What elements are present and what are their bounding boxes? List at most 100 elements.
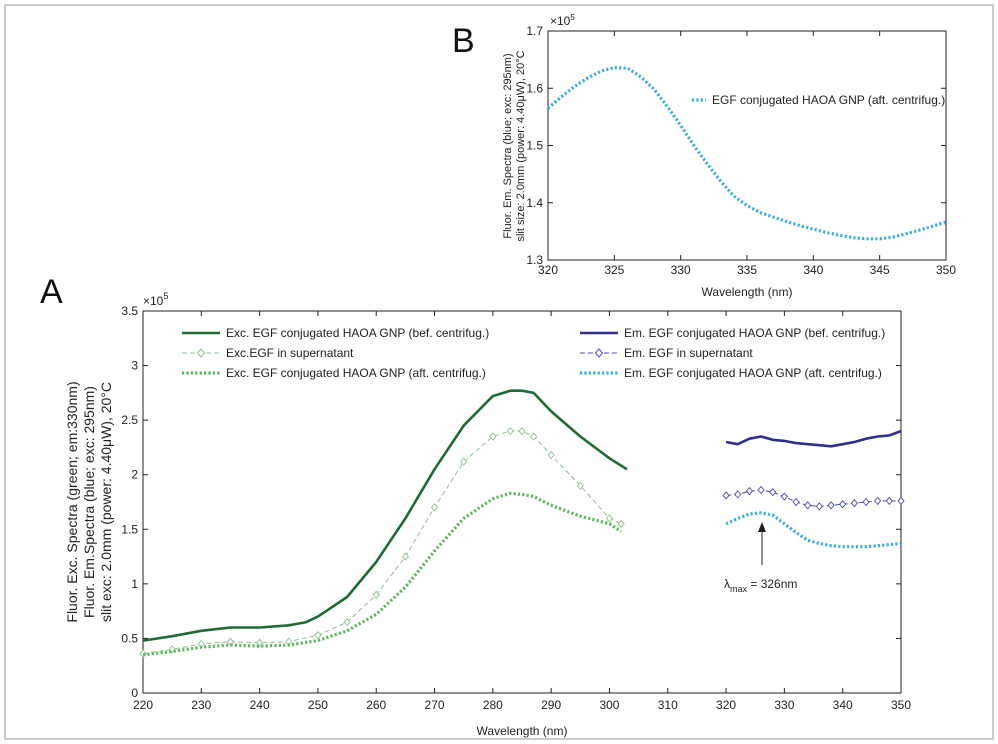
- y-tick-label: 1: [131, 577, 138, 591]
- data-point-marker: [850, 498, 858, 508]
- data-point-marker: [827, 501, 835, 510]
- panel-a-y-label-line-3: slit exc: 2.0mm (power: 4.40μW), 20°C: [98, 382, 114, 622]
- panel-a-series: [139, 389, 905, 658]
- x-tick-label: 330: [774, 698, 794, 712]
- x-tick-label: 250: [308, 698, 328, 712]
- y-tick-label: 3.5: [121, 304, 138, 318]
- panel-a-y-multiplier: ×105: [143, 291, 168, 308]
- legend-label: Em. EGF conjugated HAOA GNP (bef. centri…: [624, 326, 885, 340]
- x-tick-label: 240: [250, 698, 270, 712]
- data-point-marker: [862, 497, 870, 507]
- data-point-marker: [757, 485, 765, 495]
- panel-b-y-label-line-2: slit size: 2.0mm (power: 4.40μW), 20°C: [515, 50, 527, 241]
- data-point-marker: [885, 496, 893, 506]
- x-tick-label: 310: [658, 698, 678, 712]
- panel-b-y-multiplier: ×105: [550, 13, 575, 28]
- x-tick-label: 320: [538, 263, 558, 277]
- legend-label: EGF conjugated HAOA GNP (aft. centrifug.…: [712, 93, 945, 107]
- lambda-max-label: λmax = 326nm: [724, 577, 797, 594]
- panel-a-y-label-line-1: Fluor. Exc. Spectra (green; em:330nm): [64, 381, 80, 622]
- x-tick-label: 270: [425, 698, 445, 712]
- legend-label: Em. EGF in supernatant: [624, 346, 753, 360]
- x-tick-label: 320: [716, 698, 736, 712]
- x-tick-label: 220: [133, 698, 153, 712]
- x-tick-label: 325: [604, 263, 624, 277]
- panel-b-y-label: Fluor. Em. Spectra (blue; exc: 295nm) sl…: [502, 50, 527, 241]
- y-tick-label: 3: [131, 359, 138, 373]
- x-tick-label: 335: [737, 263, 757, 277]
- x-tick-label: 300: [599, 698, 619, 712]
- panel-b-letter: B: [452, 22, 475, 60]
- panel-b-chart: B 320 325 330 335 340 345 350 1.3 1.4 1.5 1.6 1.7 ×…: [452, 13, 956, 299]
- x-tick-label: 260: [366, 698, 386, 712]
- data-point-marker: [401, 552, 409, 561]
- data-point-marker: [745, 486, 753, 496]
- data-point-marker: [256, 638, 264, 647]
- panel-b-series: [546, 65, 947, 241]
- y-tick-label: 2: [131, 468, 138, 482]
- data-point-marker: [460, 457, 468, 466]
- panel-b-ticks: 320 325 330 335 340 345 350 1.3 1.4 1.5 1.6 1.7: [526, 24, 956, 277]
- series-line-1: [142, 389, 628, 642]
- data-point-marker: [372, 590, 380, 599]
- series-line-5: [726, 489, 901, 507]
- data-point-marker: [489, 432, 497, 441]
- data-point-marker: [804, 501, 812, 510]
- data-point-marker: [547, 450, 555, 460]
- panel-a-y-label-line-2: Fluor. Em.Spectra (blue; exc: 295nm): [81, 386, 97, 618]
- figure-border: [4, 4, 994, 740]
- legend-label: Exc. EGF conjugated HAOA GNP (bef. centr…: [226, 326, 489, 340]
- data-point-marker: [605, 514, 614, 523]
- data-point-marker: [343, 617, 351, 627]
- data-point-marker: [769, 487, 777, 497]
- y-tick-label: 1.5: [121, 522, 138, 536]
- panel-a-y-label: Fluor. Exc. Spectra (green; em:330nm) Fl…: [64, 381, 114, 622]
- data-point-marker: [576, 481, 584, 490]
- data-point-marker: [314, 630, 322, 640]
- data-point-marker: [506, 426, 514, 436]
- y-tick-label: 1.4: [526, 196, 543, 210]
- lambda-max-arrowhead: [758, 522, 766, 532]
- data-point-marker: [722, 491, 730, 500]
- y-tick-label: 0: [131, 686, 138, 700]
- y-tick-label: 1.5: [526, 139, 543, 153]
- data-point-marker: [530, 432, 538, 441]
- series-line-6: [725, 511, 902, 549]
- data-point-marker: [518, 426, 526, 436]
- y-tick-label: 0.5: [121, 631, 138, 645]
- legend-label: Em. EGF conjugated HAOA GNP (aft. centri…: [624, 366, 882, 380]
- x-tick-label: 345: [870, 263, 890, 277]
- legend-marker: [594, 348, 604, 358]
- data-point-marker: [874, 496, 882, 506]
- data-point-marker: [815, 502, 823, 511]
- legend-label: Exc. EGF conjugated HAOA GNP (aft. centr…: [226, 366, 486, 380]
- x-tick-label: 290: [541, 698, 561, 712]
- y-tick-label: 1.7: [526, 24, 543, 38]
- x-tick-label: 350: [891, 698, 911, 712]
- data-point-marker: [897, 496, 905, 506]
- data-point-marker: [734, 490, 742, 499]
- panel-a-ticks: 220 230 240 250 260 270 280 290 300 310 320 330 340 3…: [121, 304, 911, 712]
- legend-label: Exc.EGF in supernatant: [226, 346, 354, 360]
- panel-b-y-label-line-1: Fluor. Em. Spectra (blue; exc: 295nm): [502, 53, 514, 238]
- lambda-max-annotation: λmax = 326nm: [724, 522, 797, 594]
- data-point-marker: [430, 503, 439, 512]
- panel-b-x-label: Wavelength (nm): [702, 285, 793, 299]
- data-point-marker: [780, 492, 788, 501]
- series-line-3: [142, 491, 622, 657]
- panel-b-legend: EGF conjugated HAOA GNP (aft. centrifug.…: [692, 93, 945, 107]
- data-point-marker: [617, 519, 625, 529]
- y-tick-label: 2.5: [121, 413, 138, 427]
- panel-a-legend: Exc. EGF conjugated HAOA GNP (bef. centr…: [182, 326, 885, 380]
- data-point-marker: [839, 499, 847, 509]
- panel-a-letter: A: [40, 273, 63, 311]
- panel-a-chart: A 220 230 240 250 260 270 280 290 300 310 320 330 34…: [40, 273, 911, 738]
- x-tick-label: 330: [671, 263, 691, 277]
- x-tick-label: 280: [483, 698, 503, 712]
- y-tick-label: 1.6: [526, 81, 543, 95]
- series-line-4: [725, 429, 902, 448]
- legend-marker: [196, 348, 206, 358]
- y-tick-label: 1.3: [526, 253, 543, 267]
- x-tick-label: 350: [936, 263, 956, 277]
